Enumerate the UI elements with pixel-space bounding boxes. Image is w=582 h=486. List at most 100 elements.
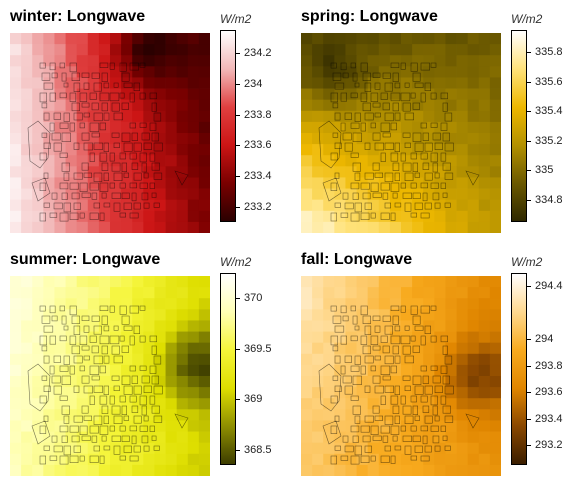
building-footprint <box>51 375 61 384</box>
heatmap-cell <box>323 99 335 112</box>
heatmap-cell <box>378 464 391 476</box>
building-footprint <box>372 345 381 351</box>
colorbar <box>511 273 527 465</box>
heatmap-cell <box>301 133 313 145</box>
heatmap-cell <box>323 88 335 101</box>
tick-mark <box>527 365 531 367</box>
building-footprint <box>53 202 63 210</box>
heatmap-cell <box>98 453 111 466</box>
building-footprint <box>83 325 90 333</box>
heatmap-cell <box>198 309 210 321</box>
heatmap-cell <box>356 88 369 101</box>
heatmap-cell <box>121 88 133 101</box>
heatmap-cell <box>323 453 335 466</box>
building-footprint <box>113 82 119 88</box>
building-footprint <box>69 365 75 375</box>
building-footprint <box>374 82 381 90</box>
heatmap-cell <box>434 431 446 444</box>
building-footprint <box>79 182 88 192</box>
heatmap-cell <box>43 121 55 134</box>
heatmap-cell <box>434 276 446 288</box>
heatmap-cell <box>65 99 78 112</box>
heatmap-cell <box>154 221 166 233</box>
building-footprint <box>69 455 79 463</box>
building-footprint <box>61 315 67 325</box>
heatmap-cell <box>478 199 491 212</box>
building-footprint <box>354 415 361 424</box>
building-footprint <box>91 192 98 200</box>
colorbar-tick: 294.4 <box>527 279 582 293</box>
building-footprint <box>99 182 109 192</box>
heatmap-cell <box>187 398 200 410</box>
heatmap-cell <box>367 342 380 355</box>
building-footprint <box>79 122 85 129</box>
building-footprint <box>99 395 108 405</box>
building-footprint <box>362 192 371 200</box>
building-footprint <box>360 182 370 190</box>
heatmap-cell <box>445 133 457 145</box>
building-footprint <box>412 162 418 172</box>
building-footprint <box>113 445 121 455</box>
building-footprint <box>131 192 137 202</box>
heatmap-cell <box>65 155 78 167</box>
building-footprint <box>27 120 189 202</box>
building-footprint <box>404 325 410 331</box>
heatmap-cell <box>478 453 491 466</box>
building-footprint <box>51 72 58 79</box>
heatmap-cell <box>98 442 111 455</box>
heatmap-cell <box>10 133 22 145</box>
heatmap-cell <box>334 442 346 455</box>
building-footprint <box>370 92 379 102</box>
building-footprint <box>440 395 447 405</box>
tick-label: 293.6 <box>535 386 563 399</box>
building-footprint <box>113 385 120 391</box>
heatmap-cell <box>154 364 166 377</box>
building-footprint <box>121 375 131 385</box>
building-footprint <box>89 212 99 220</box>
heatmap-cell <box>32 387 44 399</box>
building-footprint <box>81 162 89 171</box>
colorbar-ticks: 335.8 335.6 335.4 335.2 335 334.8 <box>527 30 582 222</box>
building-footprint <box>330 152 338 161</box>
heatmap-svg <box>10 33 210 233</box>
building-footprint <box>83 415 92 421</box>
heatmap-cell <box>445 309 457 321</box>
colorbar-tick: 335 <box>527 163 582 177</box>
building-footprint <box>344 142 353 152</box>
building-footprint <box>412 102 420 110</box>
heatmap-cell <box>489 88 501 101</box>
building-footprint <box>101 192 107 199</box>
building-footprint <box>410 182 417 189</box>
heatmap-cell <box>187 353 200 366</box>
building-footprint <box>73 355 83 364</box>
building-footprint <box>111 375 120 381</box>
heatmap-cell <box>389 166 402 178</box>
heatmap-cell <box>43 99 55 112</box>
heatmap-cell <box>312 309 324 321</box>
heatmap-cell <box>10 387 22 399</box>
heatmap-cell <box>32 342 44 355</box>
heatmap-cell <box>312 44 324 56</box>
building-footprint <box>370 425 379 435</box>
heatmap-cell <box>434 77 446 89</box>
heatmap-cell <box>467 353 480 366</box>
heatmap-cell <box>143 33 155 45</box>
heatmap-cell <box>187 431 200 444</box>
building-footprint <box>143 385 152 393</box>
building-footprint <box>63 112 70 122</box>
heatmap-cell <box>154 387 166 399</box>
heatmap-cell <box>65 376 78 388</box>
heatmap-cell <box>143 44 155 56</box>
heatmap-cell <box>187 155 200 167</box>
heatmap-cell <box>412 387 424 399</box>
heatmap-cell <box>121 309 133 321</box>
building-footprint <box>420 212 430 219</box>
heatmap-cell <box>65 188 78 201</box>
heatmap-cell <box>187 44 200 56</box>
building-footprint <box>430 395 438 406</box>
heatmap-cell <box>412 199 424 212</box>
building-footprint <box>318 363 480 445</box>
panel-spring: spring: Longwave W/m2 335.8 335.6 335.4 335… <box>291 0 582 243</box>
heatmap-cell <box>412 88 424 101</box>
building-footprint <box>380 152 386 162</box>
